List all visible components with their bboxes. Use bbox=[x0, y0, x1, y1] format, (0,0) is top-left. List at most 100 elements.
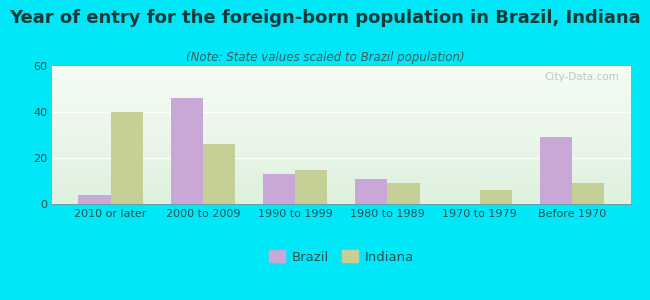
Bar bbox=[52, 180, 630, 181]
Bar bbox=[52, 106, 630, 107]
Bar bbox=[52, 78, 630, 79]
Bar bbox=[52, 67, 630, 68]
Bar bbox=[52, 159, 630, 160]
Bar bbox=[52, 185, 630, 186]
Bar bbox=[52, 125, 630, 126]
Bar bbox=[52, 75, 630, 76]
Bar bbox=[78, 195, 111, 204]
Bar bbox=[52, 101, 630, 102]
Bar bbox=[52, 168, 630, 169]
Bar bbox=[52, 201, 630, 202]
Bar bbox=[52, 140, 630, 141]
Bar bbox=[52, 98, 630, 99]
Bar bbox=[52, 99, 630, 100]
Bar bbox=[52, 85, 630, 86]
Bar bbox=[52, 174, 630, 175]
Bar bbox=[52, 188, 630, 189]
Legend: Brazil, Indiana: Brazil, Indiana bbox=[264, 245, 419, 269]
Bar bbox=[52, 84, 630, 85]
Bar bbox=[52, 141, 630, 142]
Bar bbox=[52, 86, 630, 87]
Bar bbox=[52, 148, 630, 149]
Bar bbox=[52, 104, 630, 105]
Bar bbox=[52, 191, 630, 192]
Bar bbox=[52, 137, 630, 138]
Bar bbox=[52, 158, 630, 159]
Bar bbox=[52, 192, 630, 193]
Bar bbox=[52, 93, 630, 94]
Bar bbox=[52, 124, 630, 125]
Bar bbox=[52, 131, 630, 132]
Bar bbox=[52, 92, 630, 93]
Bar bbox=[52, 160, 630, 161]
Bar bbox=[52, 178, 630, 179]
Bar bbox=[52, 203, 630, 204]
Bar bbox=[52, 181, 630, 182]
Bar bbox=[52, 79, 630, 80]
Bar bbox=[52, 117, 630, 118]
Bar bbox=[52, 130, 630, 131]
Bar bbox=[540, 137, 572, 204]
Bar bbox=[52, 72, 630, 73]
Bar bbox=[52, 145, 630, 146]
Bar bbox=[52, 162, 630, 163]
Bar bbox=[52, 107, 630, 108]
Bar bbox=[52, 157, 630, 158]
Bar bbox=[52, 134, 630, 135]
Bar bbox=[52, 155, 630, 156]
Bar bbox=[52, 182, 630, 183]
Bar bbox=[52, 68, 630, 69]
Bar bbox=[52, 74, 630, 75]
Bar bbox=[52, 200, 630, 201]
Bar bbox=[52, 83, 630, 84]
Bar bbox=[52, 138, 630, 139]
Bar bbox=[52, 147, 630, 148]
Bar bbox=[355, 179, 387, 204]
Bar bbox=[52, 121, 630, 122]
Bar bbox=[111, 112, 143, 204]
Bar bbox=[52, 136, 630, 137]
Bar bbox=[52, 120, 630, 121]
Bar bbox=[52, 172, 630, 173]
Bar bbox=[52, 167, 630, 168]
Bar bbox=[52, 190, 630, 191]
Bar bbox=[52, 87, 630, 88]
Bar bbox=[52, 96, 630, 97]
Bar bbox=[52, 77, 630, 78]
Bar bbox=[52, 113, 630, 114]
Bar bbox=[52, 76, 630, 77]
Bar bbox=[52, 69, 630, 70]
Bar bbox=[52, 135, 630, 136]
Bar bbox=[52, 149, 630, 150]
Bar bbox=[52, 151, 630, 152]
Bar bbox=[52, 70, 630, 71]
Bar bbox=[52, 184, 630, 185]
Bar bbox=[52, 111, 630, 112]
Bar bbox=[52, 119, 630, 120]
Bar bbox=[52, 175, 630, 176]
Bar bbox=[52, 156, 630, 157]
Bar bbox=[52, 202, 630, 203]
Bar bbox=[52, 153, 630, 154]
Bar bbox=[52, 82, 630, 83]
Bar bbox=[52, 173, 630, 174]
Bar bbox=[52, 97, 630, 98]
Bar bbox=[52, 126, 630, 127]
Bar bbox=[52, 89, 630, 90]
Bar bbox=[52, 81, 630, 82]
Bar bbox=[480, 190, 512, 204]
Bar bbox=[203, 144, 235, 204]
Bar bbox=[170, 98, 203, 204]
Bar bbox=[387, 183, 420, 204]
Text: City-Data.com: City-Data.com bbox=[544, 71, 619, 82]
Bar bbox=[52, 132, 630, 133]
Bar bbox=[52, 139, 630, 140]
Bar bbox=[52, 169, 630, 170]
Bar bbox=[52, 110, 630, 111]
Bar bbox=[52, 154, 630, 155]
Bar bbox=[52, 142, 630, 143]
Bar bbox=[52, 128, 630, 129]
Bar bbox=[52, 183, 630, 184]
Bar bbox=[52, 194, 630, 195]
Bar bbox=[52, 177, 630, 178]
